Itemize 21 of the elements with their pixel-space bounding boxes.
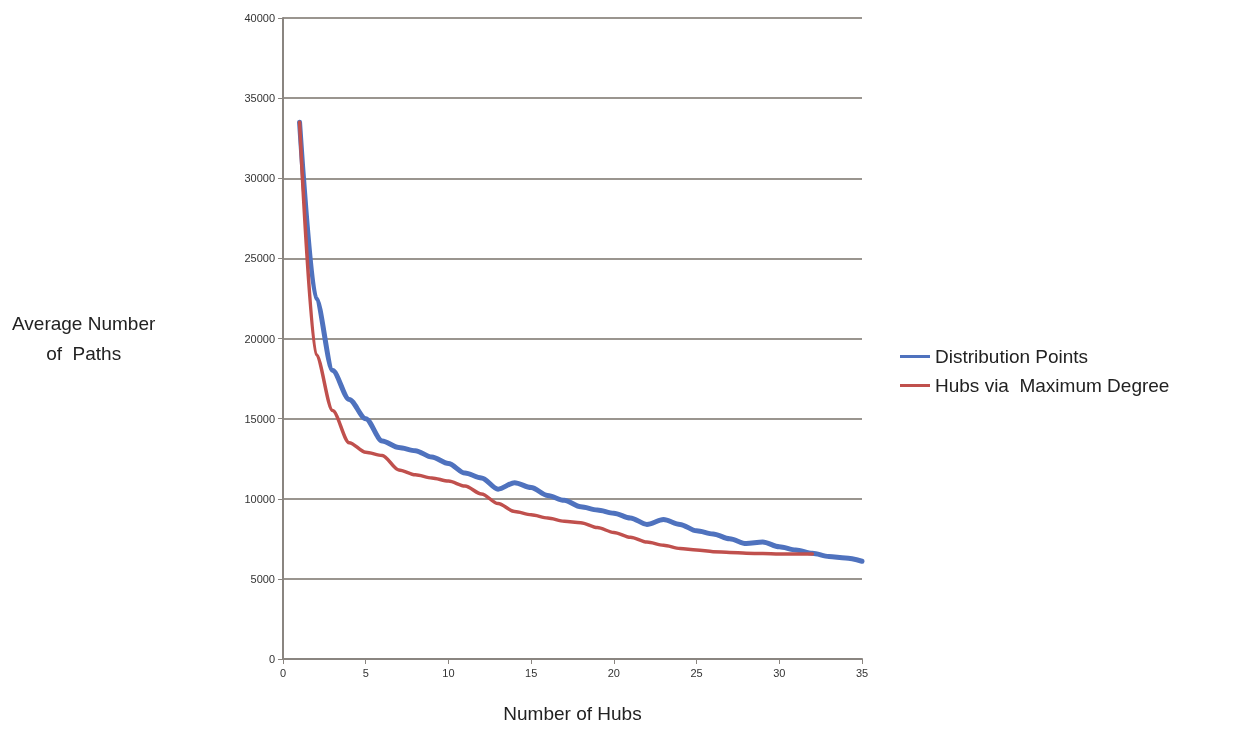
y-axis-title: Average Number of Paths: [12, 312, 156, 364]
y-tick-label: 10000: [244, 492, 275, 505]
y-tick-label: 15000: [244, 412, 275, 425]
y-tick-label: 0: [268, 653, 275, 665]
x-tick-label: 35: [855, 666, 869, 679]
legend-label: Distribution Points: [935, 346, 1089, 367]
y-tick-label: 35000: [244, 92, 275, 105]
x-tick-label: 0: [279, 666, 287, 679]
y-tick-label: 25000: [244, 252, 275, 265]
y-tick-label: 5000: [250, 572, 275, 585]
legend-label: Hubs via Maximum Degree: [935, 375, 1170, 396]
y-tick-label: 40000: [244, 12, 275, 24]
x-tick-label: 10: [442, 666, 455, 679]
x-axis-title: Number of Hubs: [503, 703, 642, 724]
x-tick-label: 20: [607, 666, 620, 679]
y-tick-label: 30000: [244, 172, 275, 185]
x-tick-label: 5: [362, 666, 369, 679]
x-tick-label: 25: [690, 666, 703, 679]
x-tick-label: 15: [525, 666, 538, 679]
y-tick-label: 20000: [244, 332, 275, 345]
x-tick-label: 30: [773, 666, 786, 679]
